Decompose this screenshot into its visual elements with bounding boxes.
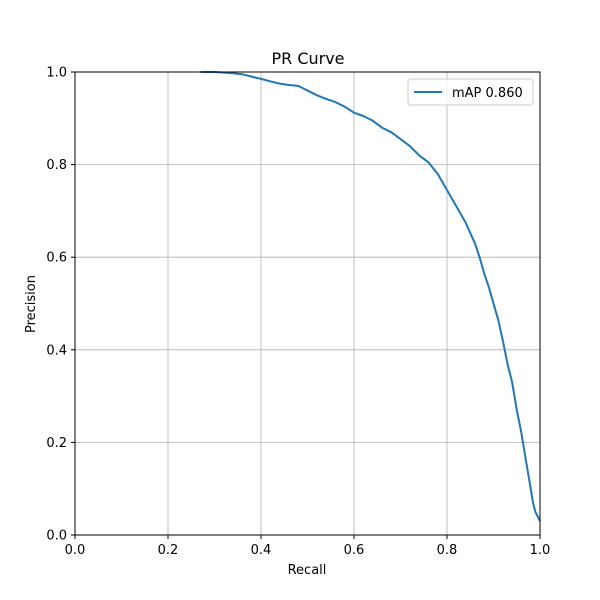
pr-curve-line: [200, 71, 541, 522]
legend-label: mAP 0.860: [452, 86, 523, 101]
legend: mAP 0.860: [407, 78, 534, 106]
y-axis-label: Precision: [24, 275, 39, 333]
ticks: 0.0 0.2 0.4 0.6 0.8 1.0 0.0 0.2 0.4 0.6 0.8 1.0: [46, 66, 550, 559]
y-tick-label: 0.0: [46, 529, 67, 544]
x-tick-label: 0.4: [251, 543, 272, 558]
x-axis-label: Recall: [288, 563, 327, 578]
series-layer: [200, 71, 541, 522]
legend-box: [407, 78, 534, 106]
x-tick-label: 0.0: [65, 543, 86, 558]
x-tick-label: 1.0: [530, 543, 551, 558]
grid: [74, 71, 541, 536]
y-tick-label: 0.6: [46, 251, 67, 266]
x-tick-label: 0.6: [344, 543, 365, 558]
x-tick-label: 0.8: [437, 543, 458, 558]
y-tick-label: 0.8: [46, 158, 67, 173]
x-tick-label: 0.2: [158, 543, 179, 558]
chart-title: PR Curve: [271, 49, 344, 68]
y-tick-label: 0.4: [46, 343, 67, 358]
plot-frame: [74, 71, 541, 536]
y-tick-label: 0.2: [46, 436, 67, 451]
y-tick-label: 1.0: [46, 66, 67, 81]
